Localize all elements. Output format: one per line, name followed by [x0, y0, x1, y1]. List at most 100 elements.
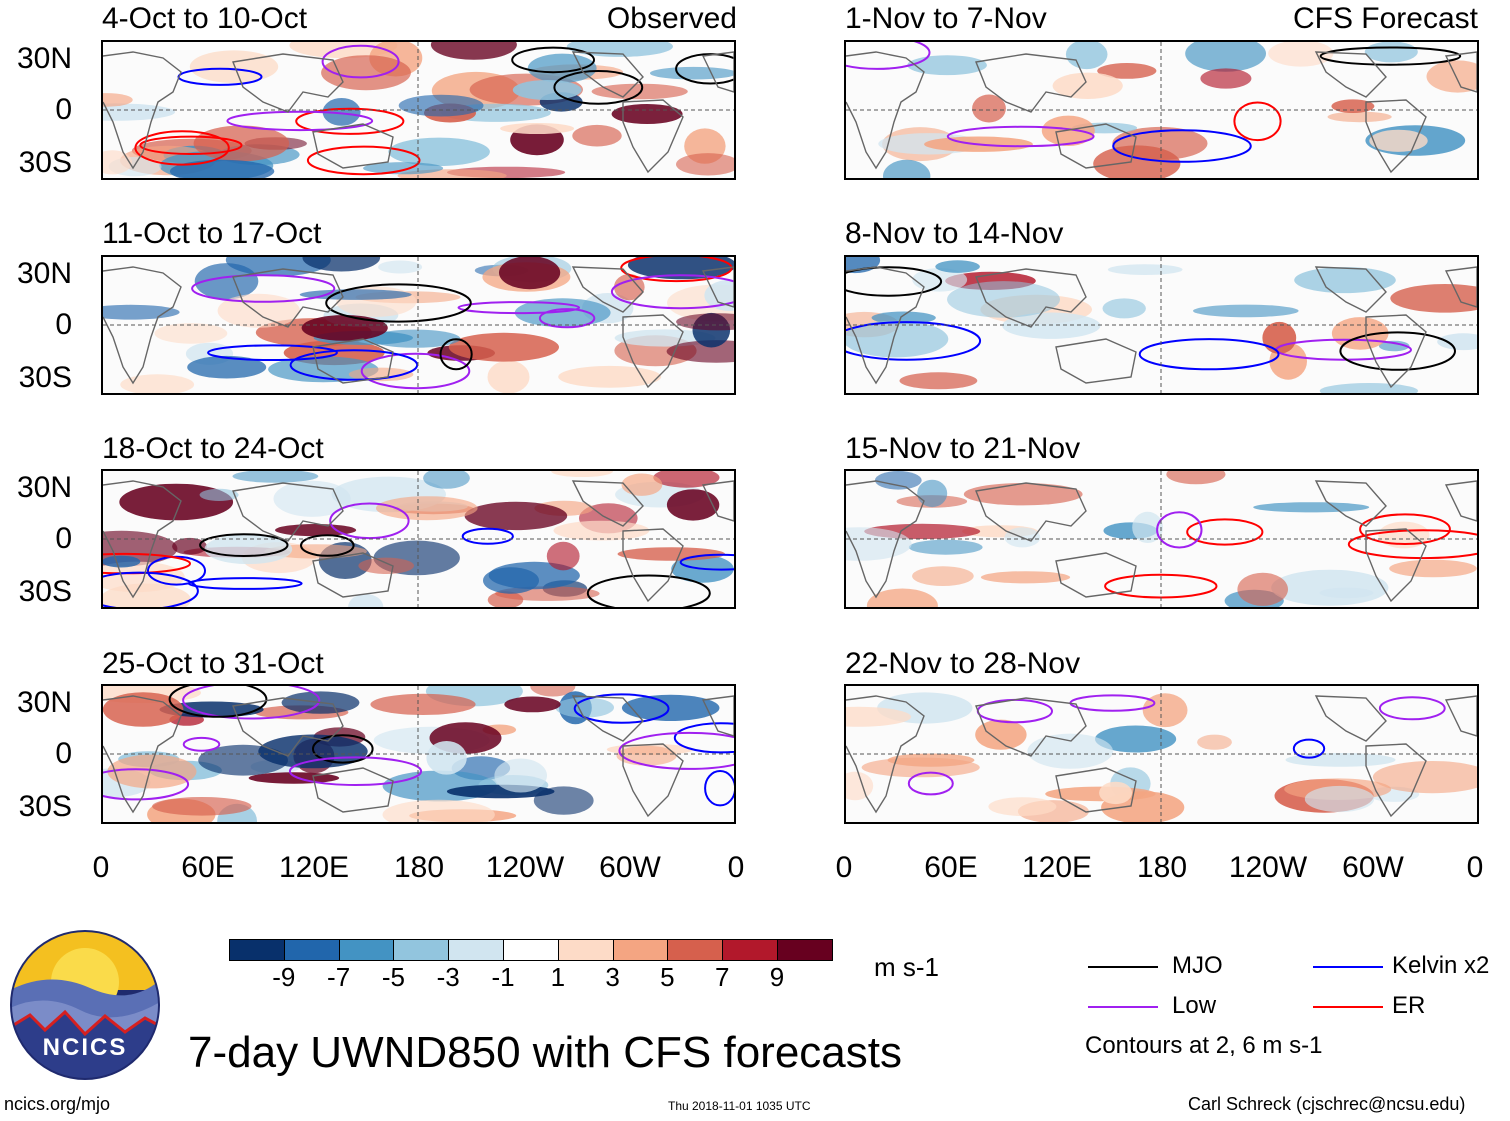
- positive-anomaly: [1097, 63, 1157, 79]
- lat-label: 30S: [18, 146, 72, 179]
- positive-anomaly: [154, 323, 228, 344]
- positive-anomaly: [912, 566, 974, 586]
- positive-anomaly: [653, 471, 720, 488]
- positive-anomaly: [217, 293, 300, 328]
- legend-kelvin-line: [1313, 966, 1383, 968]
- coastline: [103, 695, 182, 814]
- panel-title-observed-4: 25-Oct to 31-Oct: [102, 647, 324, 680]
- positive-anomaly: [614, 274, 645, 301]
- positive-anomaly: [558, 365, 662, 388]
- negative-anomaly: [103, 103, 175, 121]
- wave-contour: [207, 344, 338, 361]
- colorbar-tick-label: 1: [550, 962, 566, 992]
- coastline: [701, 480, 734, 522]
- negative-anomaly: [388, 137, 490, 166]
- positive-anomaly: [500, 123, 575, 134]
- wave-contour: [312, 734, 374, 764]
- coastline: [701, 695, 734, 737]
- colorbar-swatch: [612, 939, 669, 961]
- panel-title-observed-2: 11-Oct to 17-Oct: [102, 217, 322, 250]
- positive-anomaly: [370, 693, 476, 715]
- lat-label: 30N: [16, 471, 72, 504]
- negative-anomaly: [423, 471, 470, 489]
- map-observed-4: [101, 684, 736, 824]
- coastline: [1314, 51, 1387, 98]
- negative-anomaly: [650, 66, 734, 80]
- legend-er-line: [1313, 1006, 1383, 1008]
- wave-contour: [679, 553, 734, 571]
- positive-anomaly: [1052, 72, 1123, 99]
- legend-er-label: ER: [1392, 992, 1426, 1019]
- wave-contour: [321, 44, 400, 79]
- negative-anomaly: [627, 257, 734, 280]
- colorbar-swatch: [448, 939, 504, 961]
- colorbar-tick-label: 3: [605, 962, 620, 992]
- coastline: [103, 266, 182, 385]
- positive-anomaly: [676, 153, 734, 176]
- negative-anomaly: [363, 162, 444, 175]
- positive-anomaly: [963, 483, 1083, 506]
- negative-anomaly: [846, 527, 912, 561]
- coastline: [232, 268, 344, 328]
- positive-anomaly: [107, 754, 197, 789]
- negative-anomaly: [1319, 587, 1374, 599]
- wave-contour: [846, 266, 943, 297]
- wave-contour: [846, 321, 982, 361]
- lat-label: 30N: [16, 257, 72, 290]
- positive-anomaly: [1268, 42, 1334, 67]
- coastline: [1055, 767, 1137, 813]
- wave-contour: [1138, 338, 1280, 371]
- coastline: [312, 767, 394, 813]
- wave-contour: [168, 686, 268, 718]
- colorbar-swatch: [229, 939, 285, 961]
- positive-anomaly: [1426, 60, 1477, 93]
- wave-contour: [103, 768, 190, 801]
- negative-anomaly: [846, 320, 949, 358]
- panel-title-observed-1: 4-Oct to 10-Oct: [102, 2, 308, 35]
- coastline: [1365, 314, 1427, 389]
- positive-anomaly: [846, 706, 912, 727]
- lon-label: 60E: [924, 851, 978, 884]
- positive-anomaly: [487, 360, 530, 393]
- coastline: [846, 51, 925, 170]
- coastline: [622, 314, 684, 389]
- lat-label: 30S: [18, 790, 72, 823]
- positive-anomaly: [1372, 761, 1477, 794]
- positive-anomaly: [530, 686, 576, 697]
- colorbar-swatch: [338, 939, 395, 961]
- negative-anomaly: [378, 260, 423, 274]
- wave-contour: [946, 125, 1095, 148]
- coastline: [846, 695, 925, 814]
- negative-anomaly: [621, 694, 720, 721]
- wave-contour: [325, 283, 472, 323]
- negative-anomaly: [1102, 298, 1146, 319]
- negative-anomaly: [1095, 725, 1177, 753]
- coastline: [1314, 695, 1387, 742]
- positive-anomaly: [103, 150, 132, 175]
- panel-title-forecast-1: 1-Nov to 7-Nov: [845, 2, 1047, 35]
- colorbar-tick-label: -1: [491, 962, 515, 992]
- negative-anomaly: [883, 159, 931, 178]
- negative-anomaly: [1002, 312, 1101, 339]
- negative-anomaly: [1185, 42, 1266, 72]
- wave-contour: [182, 686, 321, 720]
- positive-anomaly: [321, 55, 411, 91]
- coastline: [1365, 743, 1427, 818]
- lon-label: 0: [835, 851, 853, 884]
- lon-label: 120E: [278, 851, 350, 884]
- negative-anomaly: [398, 94, 484, 117]
- negative-anomaly: [1437, 333, 1477, 351]
- wave-contour: [226, 110, 374, 132]
- positive-anomaly: [430, 42, 517, 60]
- negative-anomaly: [1107, 264, 1183, 275]
- positive-anomaly: [358, 557, 414, 574]
- coastline: [1444, 51, 1477, 93]
- negative-anomaly: [199, 488, 239, 501]
- negative-anomaly: [512, 80, 582, 100]
- wave-contour: [360, 352, 471, 390]
- coastline: [975, 268, 1087, 328]
- negative-anomaly: [348, 594, 384, 607]
- lon-label: 180: [393, 851, 445, 884]
- positive-anomaly: [899, 372, 978, 390]
- negative-anomaly: [1285, 753, 1396, 767]
